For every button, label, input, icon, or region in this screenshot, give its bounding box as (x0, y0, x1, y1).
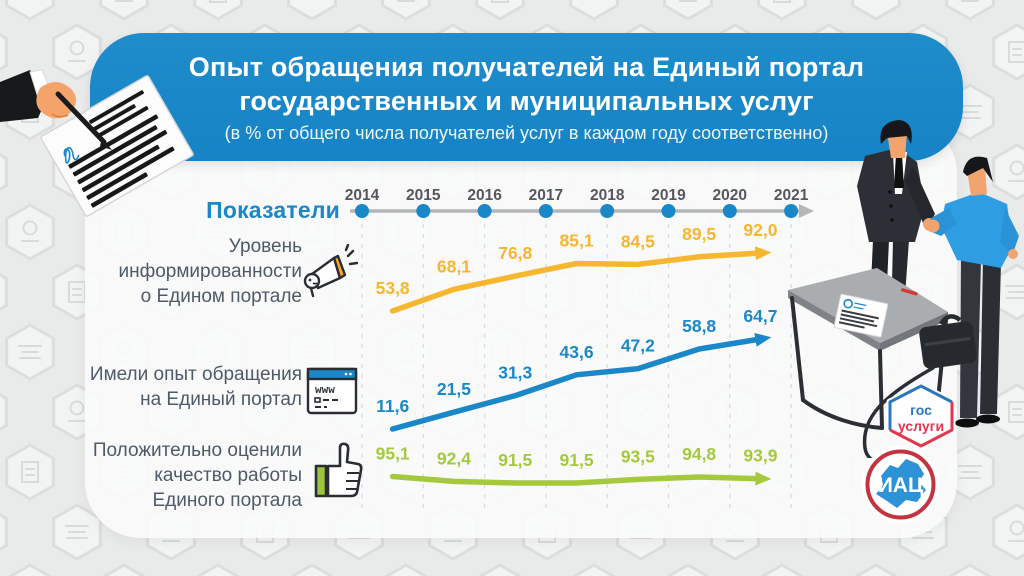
pattern-hexagon-badge (571, 563, 617, 576)
pattern-hexagon-badge (0, 273, 8, 311)
pattern-hexagon-badge (383, 563, 429, 576)
pattern-glyph (69, 40, 85, 56)
pattern-hexagon-badge (5, 0, 55, 21)
page-subtitle: (в % от общего числа получателей услуг в… (224, 122, 829, 143)
pattern-hexagon-badge (757, 0, 807, 21)
pattern-glyph (962, 340, 978, 356)
pattern-hexagon-badge (475, 0, 525, 21)
pattern-glyph (21, 461, 39, 483)
pattern-hexagon-badge (287, 0, 337, 21)
pattern-hexagon-badge (193, 0, 243, 21)
pattern-glyph (958, 465, 982, 479)
pattern-hexagon-badge (289, 563, 335, 576)
pattern-glyph (1009, 160, 1024, 176)
header-banner: Опыт обращения получателей на Единый пор… (90, 33, 963, 161)
pattern-hexagon-badge (569, 0, 619, 21)
indicator-label-awareness: Уровень информированности о Едином порта… (118, 236, 303, 307)
pattern-hexagon-badge (5, 443, 55, 501)
pattern-hexagon-badge (992, 383, 1024, 441)
pattern-hexagon-badge (5, 203, 55, 261)
pattern-glyph (209, 0, 227, 3)
indicator-label-experience: Имели опыт обращения на Единый портал (89, 364, 302, 410)
pattern-hexagon-badge (759, 563, 805, 576)
pattern-hexagon-badge (5, 323, 55, 381)
pattern-hexagon-badge (7, 563, 53, 576)
pattern-hexagon-badge (853, 563, 899, 576)
pattern-hexagon-badge (195, 563, 241, 576)
pattern-glyph (1008, 401, 1024, 423)
pattern-hexagon-badge (992, 263, 1024, 321)
pattern-hexagon-badge (663, 0, 713, 21)
pattern-hexagon-badge (947, 563, 993, 576)
pattern-hexagon-badge (992, 143, 1024, 201)
pattern-hexagon-badge (52, 503, 102, 561)
pattern-hexagon-badge (477, 563, 523, 576)
pattern-glyph (1005, 285, 1024, 299)
pattern-glyph (18, 345, 42, 359)
pattern-glyph (1008, 41, 1024, 63)
pattern-hexagon-badge (851, 0, 901, 21)
pattern-hexagon-badge (0, 513, 8, 551)
pattern-hexagon-badge (5, 83, 55, 141)
pattern-hexagon-badge (665, 563, 711, 576)
pattern-glyph (22, 220, 38, 236)
pattern-hexagon-badge (992, 23, 1024, 81)
pattern-hexagon-badge (945, 0, 995, 21)
pattern-hexagon-badge (992, 503, 1024, 561)
page-title: Опыт обращения получателей на Единый пор… (188, 51, 865, 116)
pattern-glyph (1009, 520, 1024, 536)
pattern-glyph (491, 0, 509, 3)
pattern-glyph (65, 525, 89, 539)
pattern-hexagon-badge (101, 563, 147, 576)
pattern-hexagon-badge (381, 0, 431, 21)
pattern-hexagon-badge (0, 153, 8, 191)
pattern-glyph (773, 0, 791, 3)
pattern-glyph (961, 221, 979, 243)
axis-title: Показатели (206, 197, 340, 223)
pattern-hexagon-badge (99, 0, 149, 21)
pattern-hexagon-badge (0, 393, 8, 431)
pattern-glyph (21, 101, 39, 123)
pattern-hexagon-badge (0, 33, 8, 71)
indicator-label-quality: Положительно оценили качество работы Еди… (92, 440, 302, 511)
